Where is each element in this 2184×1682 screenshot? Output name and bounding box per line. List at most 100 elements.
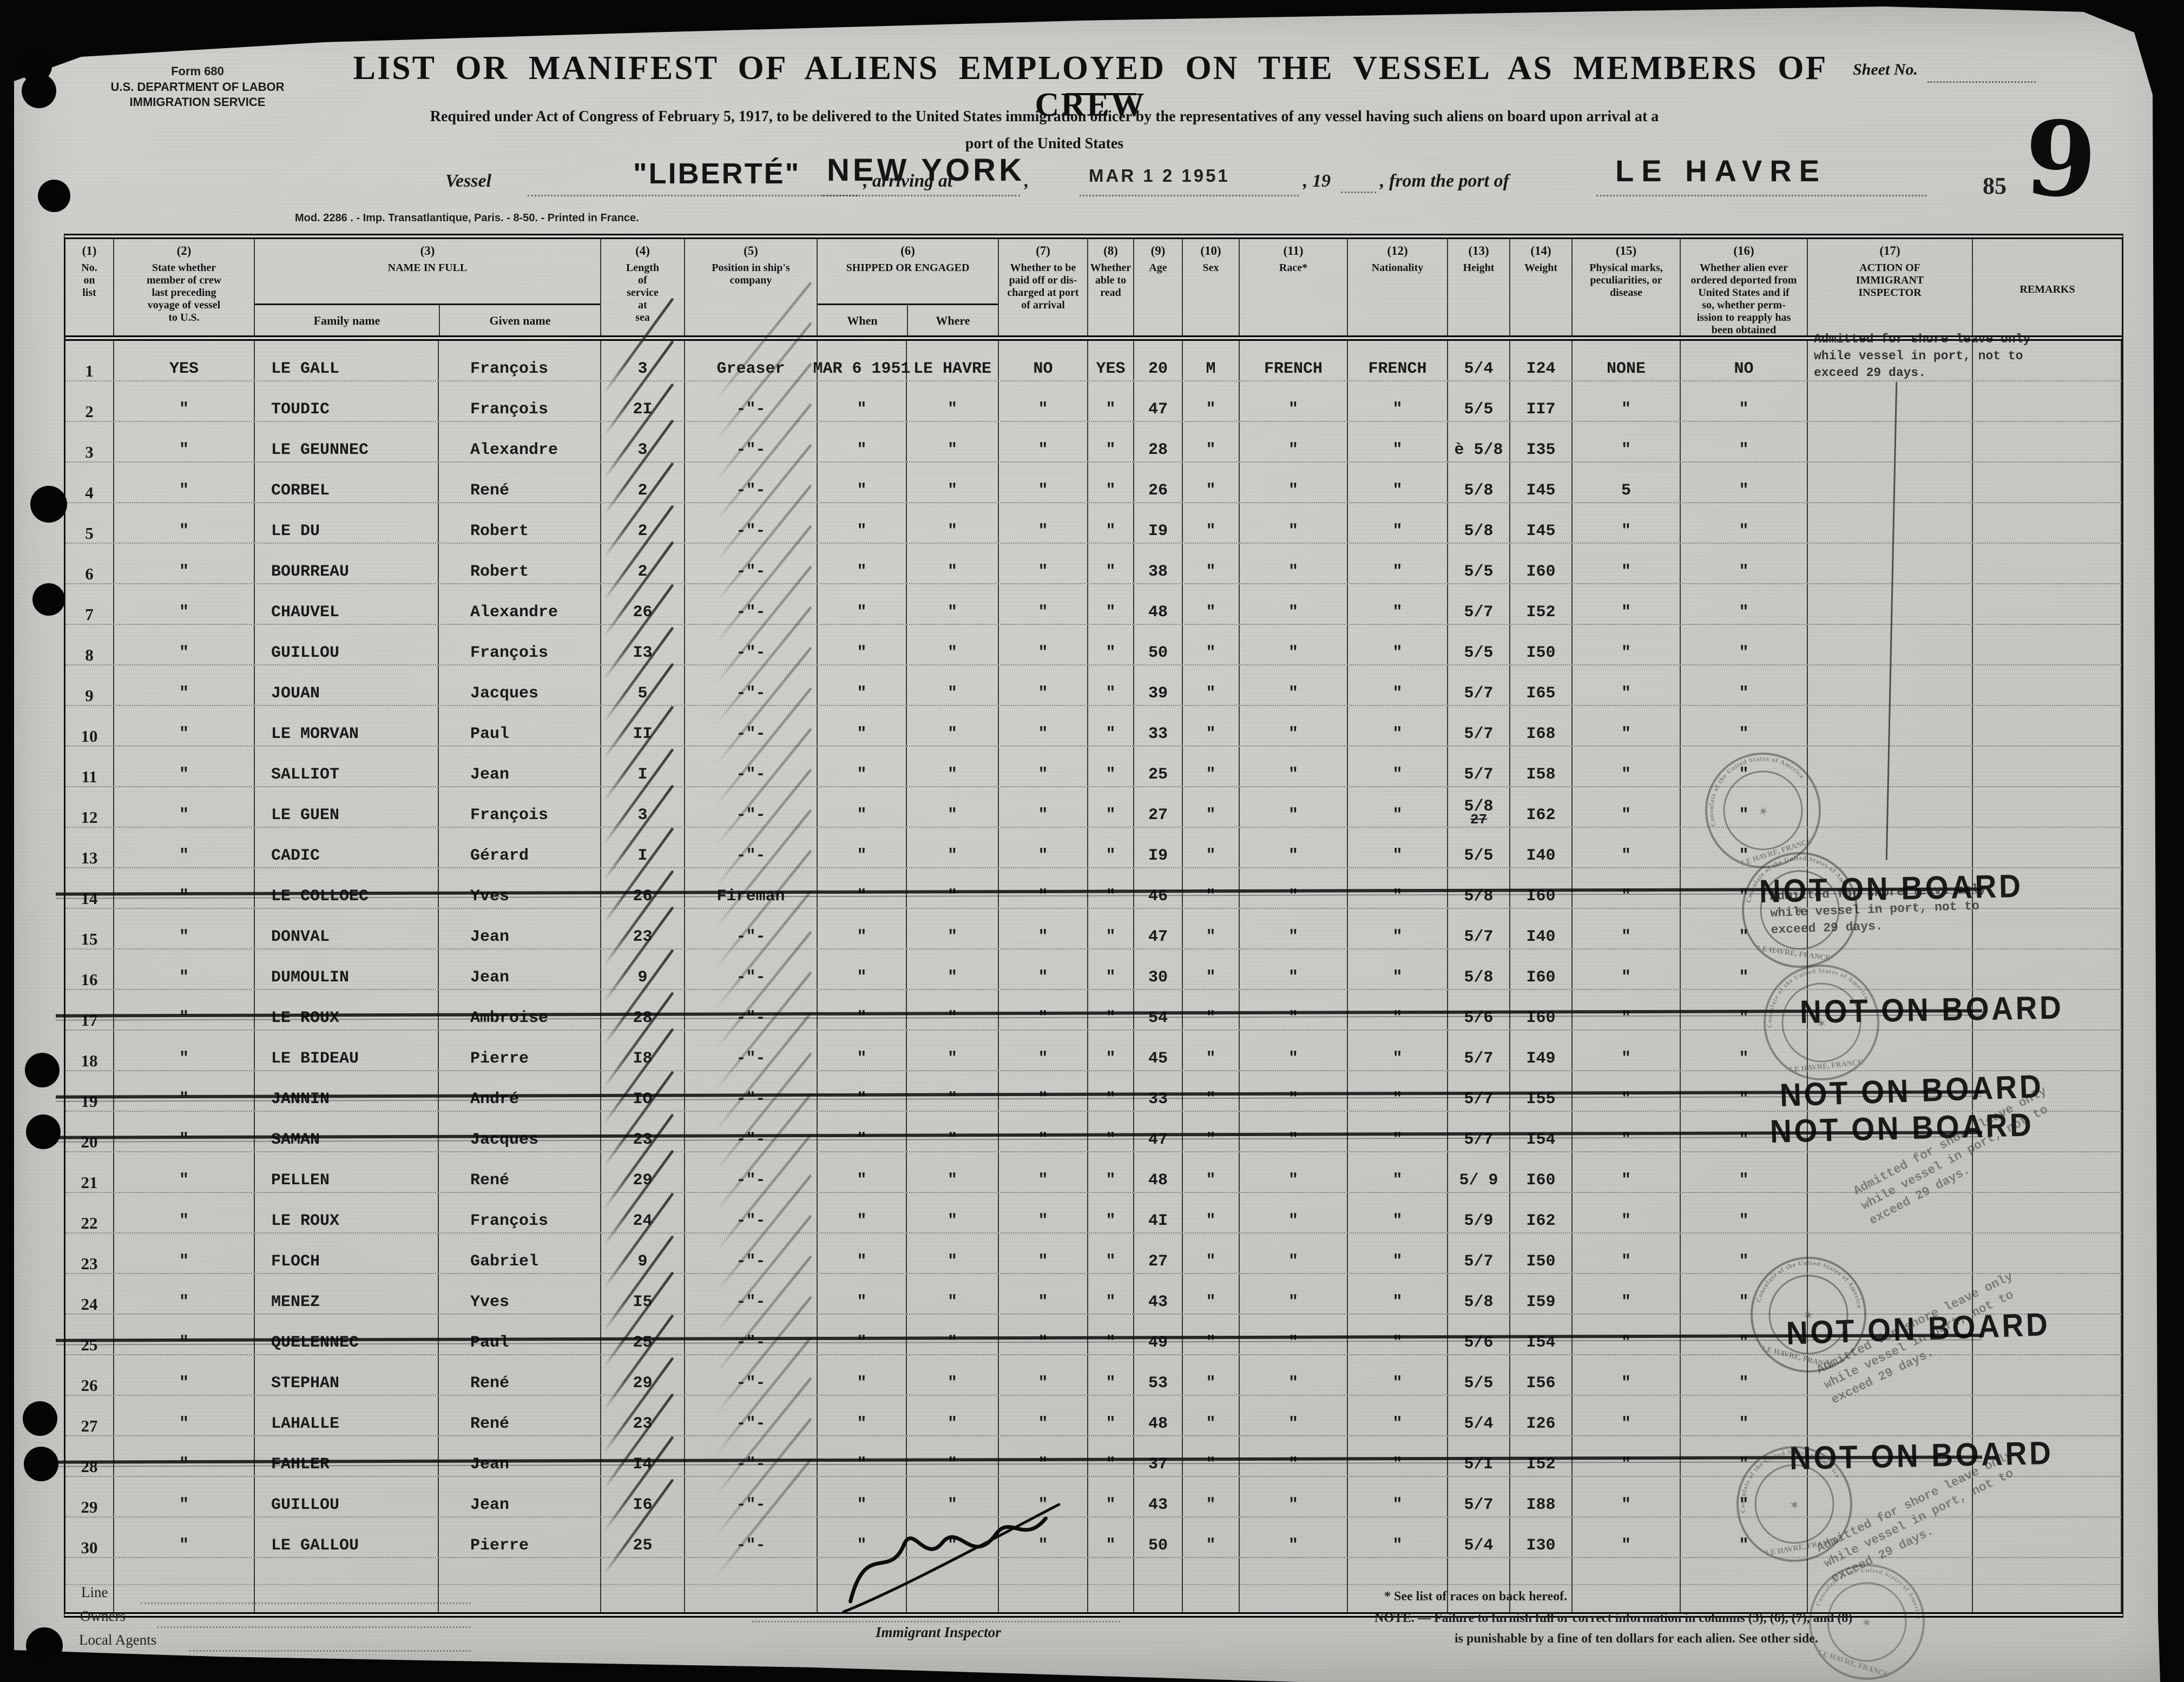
cell-no: 18 xyxy=(65,1031,114,1070)
punch-hole xyxy=(32,583,65,616)
cell-no: 13 xyxy=(65,828,114,867)
cell-age: 38 xyxy=(1134,544,1183,583)
cell-deported: " xyxy=(1681,1477,1808,1516)
cell-deported: " xyxy=(1681,909,1808,948)
cell-no: 8 xyxy=(65,625,114,664)
cell-service: I xyxy=(601,747,685,786)
cell-family: TOUDIC xyxy=(255,381,439,421)
cell-paid: " xyxy=(999,381,1088,421)
column-number: (15) xyxy=(1615,244,1637,258)
cell-when: " xyxy=(818,1031,907,1070)
cell-family: CADIC xyxy=(255,828,439,867)
cell-race: " xyxy=(1240,422,1348,461)
cell-no: 1 xyxy=(65,341,114,380)
cell-sex: " xyxy=(1183,909,1240,948)
vessel-name: "LIBERTÉ" xyxy=(633,157,801,190)
page-number-big: 9 xyxy=(2023,97,2099,221)
cell-marks: " xyxy=(1573,665,1681,705)
cell-when: " xyxy=(818,1436,907,1476)
cell-family: MENEZ xyxy=(255,1274,439,1314)
page-title: LIST OR MANIFEST OF ALIENS EMPLOYED ON T… xyxy=(353,50,1828,124)
column-header-18: REMARKS xyxy=(1973,239,2122,337)
cell-height: 5/7 xyxy=(1448,1071,1510,1111)
cell-service: I4 xyxy=(601,1436,685,1476)
cell-deported: " xyxy=(1681,422,1808,461)
column-header-17: (17) ACTION OF IMMIGRANT INSPECTOR xyxy=(1808,239,1973,337)
cell-paid: NO xyxy=(999,341,1088,380)
cell-race: " xyxy=(1240,1274,1348,1314)
cell-remarks xyxy=(1973,503,2122,543)
cell-marks: " xyxy=(1573,949,1681,989)
cell-action xyxy=(1808,665,1973,705)
cell-where: " xyxy=(907,1436,999,1476)
cell-action xyxy=(1808,544,1973,583)
cell-race: " xyxy=(1240,1477,1348,1516)
cell-when: " xyxy=(818,1234,907,1273)
cell-paid: " xyxy=(999,1152,1088,1192)
cell-where: " xyxy=(907,747,999,786)
cell-remarks xyxy=(1973,1193,2122,1232)
cell-position: Greaser xyxy=(685,341,818,380)
cell-action xyxy=(1808,1193,1973,1232)
column-number: (12) xyxy=(1387,244,1408,258)
manifest-row: 29 " GUILLOU Jean I6 -"- " " " " 43 " " " 5/7 I88 " " xyxy=(65,1417,2122,1537)
cell-no: 23 xyxy=(65,1234,114,1273)
cell-service: 23 xyxy=(601,1112,685,1151)
cell-action xyxy=(1808,625,1973,664)
cell-weight: I40 xyxy=(1510,828,1573,867)
cell-sex: " xyxy=(1183,381,1240,421)
cell-sex: " xyxy=(1183,1112,1240,1151)
cell-when: " xyxy=(818,584,907,624)
cell-sex: " xyxy=(1183,625,1240,664)
cell-nationality: " xyxy=(1348,625,1448,664)
cell-height: 5/4 xyxy=(1448,1518,1510,1557)
cell-height: 5/7 xyxy=(1448,1234,1510,1273)
cell-remarks xyxy=(1973,1315,2122,1354)
cell-height: 5/ 9 xyxy=(1448,1152,1510,1192)
cell-weight: I52 xyxy=(1510,584,1573,624)
column-number: (2) xyxy=(176,244,192,258)
cell-race: " xyxy=(1240,868,1348,908)
vessel-label: Vessel xyxy=(445,171,491,191)
cell-sex: " xyxy=(1183,1477,1240,1516)
cell-no: 17 xyxy=(65,990,114,1030)
cell-marks: " xyxy=(1573,1152,1681,1192)
cell-when: " xyxy=(818,422,907,461)
cell-paid: " xyxy=(999,463,1088,502)
cell-paid: " xyxy=(999,665,1088,705)
cell-when: " xyxy=(818,1071,907,1111)
cell-weight: I26 xyxy=(1510,1396,1573,1435)
cell-marks: " xyxy=(1573,1274,1681,1314)
cell-given: Jacques xyxy=(439,665,601,705)
cell-service: 3 xyxy=(601,341,685,380)
cell-position: -"- xyxy=(685,1071,818,1111)
cell-race: " xyxy=(1240,990,1348,1030)
cell-family: GUILLOU xyxy=(255,625,439,664)
manifest-row: 3 " LE GEUNNEC Alexandre 3 -"- " " " " 28 " " " è 5/8 I… xyxy=(65,362,2122,482)
cell-given: François xyxy=(439,625,601,664)
port-arrival-line xyxy=(823,195,1020,196)
punch-hole xyxy=(24,1447,58,1481)
cell-position: -"- xyxy=(685,544,818,583)
page-number-small: 85 xyxy=(1983,173,2007,199)
cell-marks: " xyxy=(1573,1193,1681,1232)
cell-race: " xyxy=(1240,828,1348,867)
manifest-row: 18 " LE BIDEAU Pierre I8 -"- " " " " 45 " " " 5/7 I49 " " xyxy=(65,971,2122,1091)
immigrant-inspector-label: Immigrant Inspector xyxy=(876,1624,1001,1640)
cell-paid: " xyxy=(999,949,1088,989)
cell-position: -"- xyxy=(685,1355,818,1395)
column-label: Race* xyxy=(1279,262,1308,274)
cell-family: LE GALLOU xyxy=(255,1518,439,1557)
cell-given: André xyxy=(439,1071,601,1111)
cell-where: " xyxy=(907,1274,999,1314)
cell-prev: " xyxy=(114,1234,255,1273)
cell-read: " xyxy=(1088,422,1134,461)
column-number: (7) xyxy=(1036,244,1050,258)
cell-nationality: " xyxy=(1348,949,1448,989)
cell-no: 22 xyxy=(65,1193,114,1232)
cell-service: I3 xyxy=(601,625,685,664)
cell-sex: " xyxy=(1183,990,1240,1030)
cell-action xyxy=(1808,1234,1973,1273)
cell-remarks xyxy=(1973,949,2122,989)
local-agents-label: Local Agents xyxy=(79,1632,157,1648)
